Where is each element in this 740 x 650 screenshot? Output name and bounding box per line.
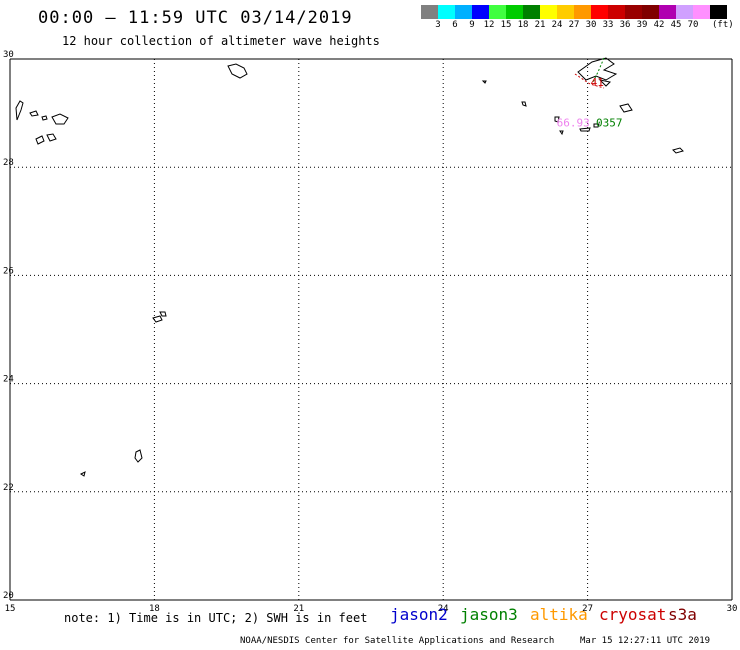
axis-tick-labels: 30 28 26 24 22 20 15 18 21 24 27 30 bbox=[3, 50, 737, 614]
legend-label: 15 bbox=[500, 20, 512, 30]
legend-label: 21 bbox=[534, 20, 546, 30]
map-subtitle: 12 hour collection of altimeter wave hei… bbox=[62, 34, 380, 48]
coastline-crete-area bbox=[227, 63, 248, 79]
legend-swatch bbox=[693, 5, 710, 19]
latitude-tick-label: 28 bbox=[3, 158, 14, 168]
legend-swatch bbox=[557, 5, 574, 19]
legend-swatch bbox=[523, 5, 540, 19]
satellite-label-jason3: jason3 bbox=[460, 605, 518, 624]
latitude-tick-label: 22 bbox=[3, 483, 14, 493]
coastline-island bbox=[35, 135, 45, 145]
altimeter-tracks bbox=[574, 57, 605, 89]
latitude-tick-label: 20 bbox=[3, 591, 14, 601]
coastline-island bbox=[29, 110, 39, 117]
longitude-tick-label: 30 bbox=[727, 604, 738, 614]
coastline-island bbox=[152, 315, 163, 323]
legend-label: 6 bbox=[452, 20, 458, 30]
coastline-island bbox=[51, 113, 69, 125]
footer-note: note: 1) Time is in UTC; 2) SWH is in fe… bbox=[64, 611, 368, 625]
map-title: 00:00 – 11:59 UTC 03/14/2019 bbox=[38, 8, 353, 28]
coastline-island bbox=[619, 103, 633, 113]
legend-swatch bbox=[710, 5, 727, 19]
satellite-label-cryosat: cryosat bbox=[599, 605, 667, 624]
coastline-island bbox=[579, 127, 591, 132]
coastline-island bbox=[559, 130, 564, 136]
legend-labels: 3 6 9 12 15 18 21 24 27 30 33 36 39 42 45 70 bbox=[421, 20, 731, 34]
legend-swatch bbox=[421, 5, 438, 19]
wave-height-value: 41 bbox=[591, 76, 604, 89]
legend-label: 42 bbox=[653, 20, 665, 30]
coastline-island bbox=[80, 471, 86, 477]
satellite-label-jason2: jason2 bbox=[390, 605, 448, 624]
coastline-island bbox=[593, 123, 600, 128]
legend-swatch bbox=[676, 5, 693, 19]
wave-height-observations: 66.93 0357 41 bbox=[557, 76, 623, 130]
legend-label: 12 bbox=[483, 20, 495, 30]
wave-height-value: 0357 bbox=[596, 117, 623, 130]
credit-text: NOAA/NESDIS Center for Satellite Applica… bbox=[240, 636, 555, 646]
legend-unit: (ft) bbox=[712, 20, 734, 30]
satellite-label-altika: altika bbox=[530, 605, 588, 624]
legend-label: 3 bbox=[435, 20, 441, 30]
coastline-island bbox=[554, 116, 560, 123]
legend-swatch bbox=[642, 5, 659, 19]
legend-swatch bbox=[659, 5, 676, 19]
map-grid bbox=[9, 58, 733, 601]
legend-swatch bbox=[472, 5, 489, 19]
legend-label: 39 bbox=[636, 20, 648, 30]
coastline-island bbox=[15, 100, 24, 121]
coastline-island bbox=[134, 449, 143, 463]
longitude-tick-label: 18 bbox=[149, 604, 160, 614]
legend-label: 45 bbox=[670, 20, 682, 30]
coastlines bbox=[15, 57, 684, 477]
coastline-island bbox=[159, 311, 167, 317]
legend-label: 70 bbox=[687, 20, 699, 30]
longitude-tick-label: 24 bbox=[438, 604, 449, 614]
legend-swatch bbox=[574, 5, 591, 19]
wave-height-value: 66.93 bbox=[557, 117, 590, 130]
coastline-island bbox=[598, 79, 612, 87]
latitude-tick-label: 26 bbox=[3, 266, 14, 276]
coastline-island bbox=[46, 133, 57, 142]
latitude-tick-label: 30 bbox=[3, 50, 14, 60]
legend-swatch bbox=[506, 5, 523, 19]
legend-swatch bbox=[540, 5, 557, 19]
coastline-island bbox=[672, 147, 684, 154]
coastline-island bbox=[521, 101, 527, 107]
legend-swatch bbox=[438, 5, 455, 19]
wave-height-color-legend bbox=[421, 5, 727, 19]
coastline-island bbox=[481, 80, 487, 84]
generated-timestamp: Mar 15 12:27:11 UTC 2019 bbox=[580, 636, 711, 646]
legend-swatch bbox=[489, 5, 506, 19]
coastline-cyprus-area bbox=[577, 57, 618, 81]
legend-label: 24 bbox=[551, 20, 563, 30]
legend-label: 18 bbox=[517, 20, 529, 30]
longitude-tick-label: 15 bbox=[5, 604, 16, 614]
jason3-track-segment bbox=[591, 57, 605, 85]
legend-swatch bbox=[455, 5, 472, 19]
longitude-tick-label: 21 bbox=[293, 604, 304, 614]
legend-swatch bbox=[591, 5, 608, 19]
legend-label: 27 bbox=[568, 20, 580, 30]
legend-label: 9 bbox=[469, 20, 475, 30]
latitude-tick-label: 24 bbox=[3, 375, 14, 385]
coastline-island bbox=[41, 115, 48, 121]
legend-label: 33 bbox=[602, 20, 614, 30]
legend-label: 36 bbox=[619, 20, 631, 30]
legend-swatch bbox=[608, 5, 625, 19]
satellite-label-s3a: s3a bbox=[668, 605, 697, 624]
longitude-tick-label: 27 bbox=[582, 604, 593, 614]
legend-swatch bbox=[625, 5, 642, 19]
legend-label: 30 bbox=[585, 20, 597, 30]
